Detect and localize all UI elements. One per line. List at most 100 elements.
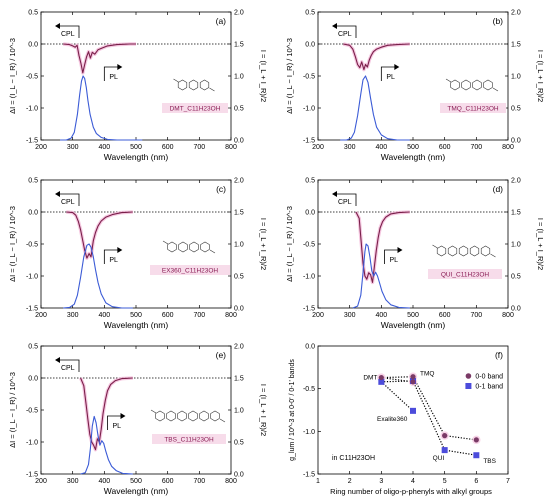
y-left-axis-title: ΔI = (I_L − I_R) / 10^-3 bbox=[8, 372, 17, 448]
pl-arrow-head bbox=[397, 247, 403, 253]
point-circle-0-0-band bbox=[442, 433, 448, 439]
cpl-series-line bbox=[63, 43, 136, 74]
x-tick-label: 200 bbox=[312, 312, 324, 319]
x-tick-label: 400 bbox=[98, 144, 110, 151]
alkyl-bond bbox=[209, 87, 215, 92]
y-right-tick-label: 2.0 bbox=[234, 344, 244, 351]
y-right-tick-label: 2.0 bbox=[511, 10, 521, 17]
x-tick-label: 700 bbox=[193, 144, 205, 151]
panel-label: (f) bbox=[495, 350, 503, 360]
sample-label-box bbox=[162, 103, 228, 113]
alkyl-bond bbox=[432, 244, 438, 249]
panel-label: (c) bbox=[216, 184, 226, 194]
x-tick-label: 300 bbox=[67, 312, 79, 319]
trend-dotted-line bbox=[381, 380, 477, 456]
cpl-label: CPL bbox=[338, 199, 352, 206]
y-left-tick-label: 0.5 bbox=[28, 10, 38, 17]
x-axis-title: Wavelength (nm) bbox=[104, 152, 169, 162]
panel-label: (d) bbox=[493, 184, 504, 194]
x-tick-label: 400 bbox=[98, 312, 110, 319]
point-label: QUI bbox=[433, 455, 445, 462]
panel-e: 200 300 400 500 600 700 800 -1.5 -1.0 -0.5 0.0 0.5 0… bbox=[8, 344, 268, 497]
cpl-label: CPL bbox=[61, 199, 75, 206]
x-tick-label: 800 bbox=[225, 312, 237, 319]
sample-label-box bbox=[152, 434, 226, 444]
y-right-tick-label: 0.0 bbox=[511, 138, 521, 145]
alkyl-bond bbox=[162, 240, 169, 245]
x-tick-label: 2 bbox=[348, 478, 352, 485]
legend-label: 0-1 band bbox=[475, 384, 503, 391]
panel-label: (e) bbox=[216, 350, 227, 360]
x-tick-label: 500 bbox=[407, 312, 419, 319]
point-square-0-1-band bbox=[441, 447, 448, 454]
point-square-0-1-band bbox=[378, 378, 385, 385]
pl-series-line bbox=[60, 75, 143, 141]
sample-label-box bbox=[150, 265, 230, 275]
y-left-tick-label: 0.5 bbox=[305, 178, 315, 185]
y-tick-label: -1.0 bbox=[303, 429, 315, 436]
x-tick-label: 700 bbox=[193, 312, 205, 319]
x-tick-label: 600 bbox=[162, 478, 174, 485]
molecule-structure-drawing bbox=[150, 409, 226, 423]
y-right-axis-title: I = (I_L + I_R)/2 bbox=[259, 218, 268, 270]
y-left-tick-label: -1.0 bbox=[26, 274, 38, 281]
x-tick-label: 700 bbox=[193, 478, 205, 485]
y-left-tick-label: -0.5 bbox=[26, 74, 38, 81]
cpl-series-line bbox=[66, 211, 133, 259]
y-tick-label: 0.0 bbox=[305, 344, 315, 351]
x-tick-label: 3 bbox=[379, 478, 383, 485]
point-label: TMQ bbox=[420, 371, 434, 378]
pl-label: PL bbox=[113, 423, 122, 430]
y-left-tick-label: -1.0 bbox=[26, 440, 38, 447]
sample-label-box bbox=[428, 269, 502, 279]
y-right-tick-label: 1.5 bbox=[234, 376, 244, 383]
y-right-axis-title: I = (I_L + I_R)/2 bbox=[259, 50, 268, 102]
y-right-tick-label: 0.5 bbox=[234, 106, 244, 113]
y-left-tick-label: -1.0 bbox=[26, 106, 38, 113]
y-right-tick-label: 0.5 bbox=[234, 274, 244, 281]
pl-series-line bbox=[352, 243, 410, 309]
x-tick-label: 200 bbox=[312, 144, 324, 151]
cpl-series-line bbox=[343, 43, 410, 71]
sample-label: DMT_C11H23OH bbox=[170, 106, 221, 113]
phenyl-ring bbox=[167, 241, 177, 253]
phenyl-ring bbox=[210, 410, 220, 422]
alkyl-bond bbox=[209, 249, 216, 254]
phenyl-ring bbox=[178, 241, 188, 253]
y-tick-label: -0.5 bbox=[303, 386, 315, 393]
y-left-tick-label: -1.5 bbox=[26, 138, 38, 145]
y-left-tick-label: 0.5 bbox=[28, 178, 38, 185]
legend-marker-square bbox=[465, 383, 472, 389]
phenyl-ring bbox=[177, 410, 187, 422]
y-right-tick-label: 1.0 bbox=[234, 408, 244, 415]
x-tick-label: 300 bbox=[344, 312, 356, 319]
point-label: TBS bbox=[483, 458, 496, 465]
y-axis-title: g_lum / 10^-3 at 0-0' / 0-1' bands bbox=[289, 359, 296, 461]
molecule-structure-drawing bbox=[445, 78, 499, 92]
panel-b: 200 300 400 500 600 700 800 -1.5 -1.0 -0.5 0.0 0.5 0… bbox=[285, 10, 545, 163]
x-axis-title: Wavelength (nm) bbox=[104, 486, 169, 496]
pl-label: PL bbox=[109, 74, 118, 81]
x-tick-label: 5 bbox=[443, 478, 447, 485]
x-tick-label: 400 bbox=[375, 144, 387, 151]
x-tick-label: 600 bbox=[439, 144, 451, 151]
x-tick-label: 500 bbox=[407, 144, 419, 151]
y-left-tick-label: -1.0 bbox=[303, 274, 315, 281]
phenyl-ring bbox=[469, 245, 480, 257]
y-right-tick-label: 1.5 bbox=[234, 42, 244, 49]
x-tick-label: 500 bbox=[130, 478, 142, 485]
x-axis-title: Wavelength (nm) bbox=[381, 152, 446, 162]
cpl-arrow-line bbox=[59, 25, 80, 38]
x-tick-label: 800 bbox=[225, 478, 237, 485]
x-tick-label: 200 bbox=[35, 478, 47, 485]
panel-c: 200 300 400 500 600 700 800 -1.5 -1.0 -0.5 0.0 0.5 0… bbox=[8, 178, 268, 331]
y-right-tick-label: 0.0 bbox=[234, 472, 244, 479]
legend-label: 0-0 band bbox=[475, 374, 503, 381]
x-tick-label: 600 bbox=[439, 312, 451, 319]
x-axis-title: Ring number of oligo-p-phenyls with alky… bbox=[330, 487, 492, 496]
legend-marker-circle bbox=[465, 373, 472, 379]
molecule-structure-drawing bbox=[432, 244, 496, 258]
point-circle-0-0-band bbox=[410, 379, 416, 385]
y-left-tick-label: 0.0 bbox=[28, 210, 38, 217]
